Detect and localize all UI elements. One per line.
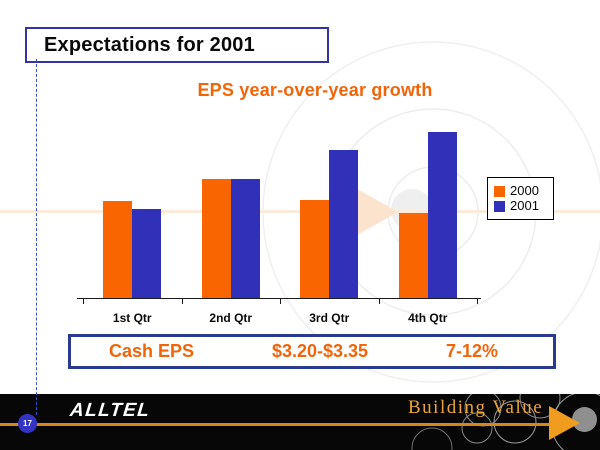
watermark-line [0,210,600,213]
x-axis-tick [477,299,478,304]
x-axis-label: 2nd Qtr [209,311,253,325]
x-axis-label: 4th Qtr [408,311,448,325]
bar-2001-2nd-qtr [230,179,260,298]
legend-label: 2000 [510,183,539,198]
bar-2000-3rd-qtr [300,200,330,298]
x-axis-label: 3rd Qtr [309,311,350,325]
footer-tagline: Building Value [408,397,544,418]
x-axis-tick [378,299,380,304]
legend-label: 2001 [510,198,539,213]
bar-2000-2nd-qtr [201,179,231,298]
watermark-arrow-icon [352,186,398,238]
bar-chart [83,123,477,298]
x-axis-tick [280,299,281,304]
bar-2001-1st-qtr [132,209,162,298]
bar-2000-1st-qtr [103,201,133,298]
decorative-dashed-line [36,59,37,415]
bar-2001-4th-qtr [427,132,457,298]
summary-bar: Cash EPS $3.20-$3.35 7-12% [68,334,556,369]
page-number-badge: 17 [18,414,37,433]
summary-range: $3.20-$3.35 [271,341,369,361]
summary-label: Cash EPS [109,341,195,361]
x-axis-label: 1st Qtr [112,311,152,325]
bar-2001-3rd-qtr [329,150,359,298]
footer-orange-line [0,423,556,426]
chart-title: EPS year-over-year growth [197,80,433,100]
footer-arrow-icon [549,406,580,440]
x-axis-tick [181,299,183,304]
legend-swatch-icon [494,200,505,212]
footer-bar: ALLTEL Building Value [0,394,600,450]
bar-2000-4th-qtr [398,213,428,298]
legend-entry-2001: 2001 [494,199,546,213]
legend-entry-2000: 2000 [494,184,546,198]
slide-title-box: Expectations for 2001 [25,27,329,63]
alltel-logo: ALLTEL [68,400,152,421]
slide-title: Expectations for 2001 [44,33,255,56]
legend-swatch-icon [494,185,505,197]
x-axis-line [77,298,481,299]
x-axis-tick [83,299,84,304]
summary-growth: 7-12% [445,341,498,361]
chart-legend: 2000 2001 [487,177,554,220]
